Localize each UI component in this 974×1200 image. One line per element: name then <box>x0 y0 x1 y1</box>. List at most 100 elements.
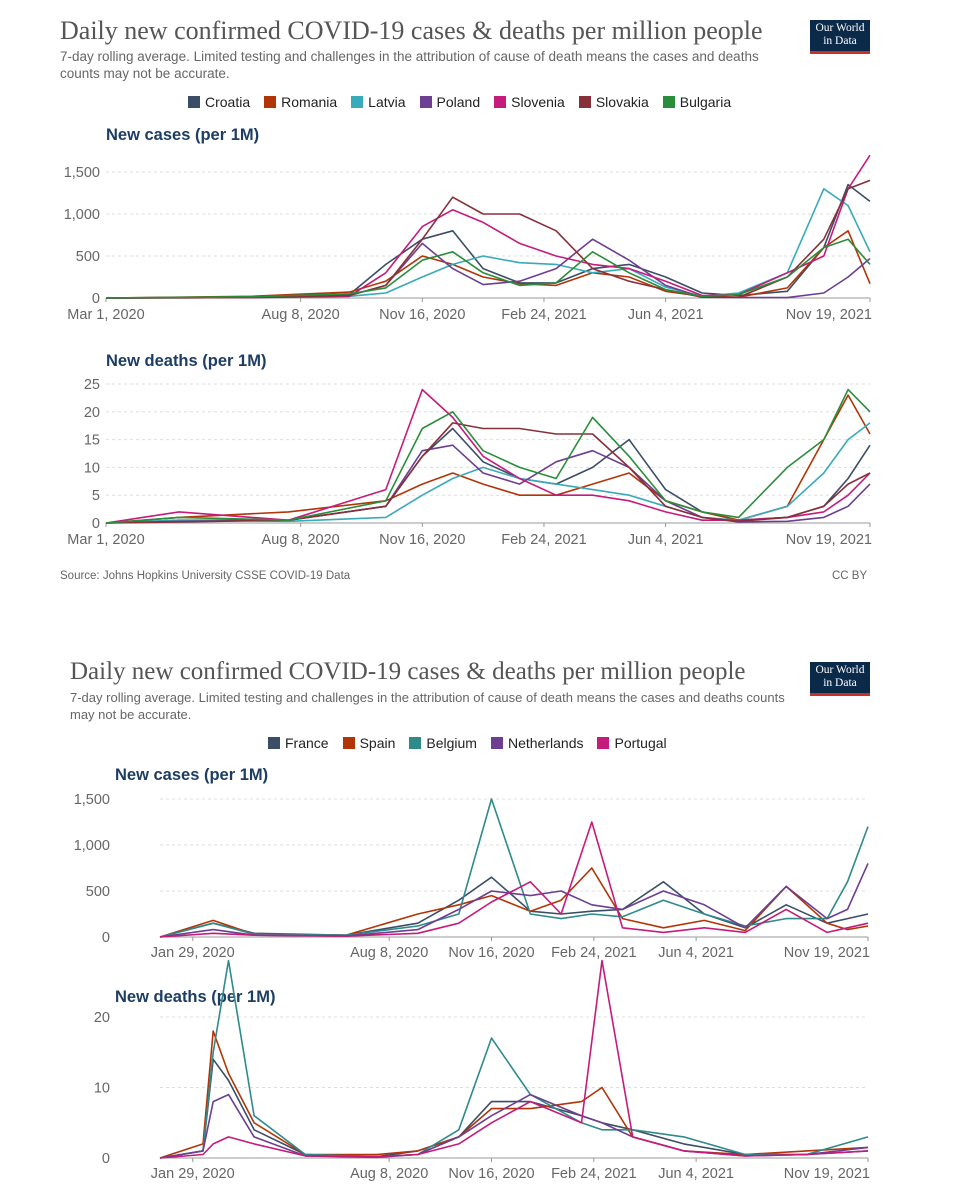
x-tick-label: Feb 24, 2021 <box>551 1166 636 1182</box>
x-tick-label: Mar 1, 2020 <box>67 307 144 323</box>
license-link[interactable]: CC BY <box>832 570 868 582</box>
y-tick-label: 20 <box>94 1010 110 1026</box>
y-tick-label: 25 <box>84 377 100 393</box>
x-tick-label: Nov 19, 2021 <box>786 307 872 323</box>
x-tick-label: Aug 8, 2020 <box>350 1166 428 1182</box>
legend-swatch <box>264 96 277 108</box>
chart-heading: Daily new confirmed COVID-19 cases & dea… <box>70 658 746 685</box>
legend-label: Slovenia <box>511 94 565 110</box>
chart-title: New deaths (per 1M) <box>106 352 266 370</box>
x-tick-label: Jan 29, 2020 <box>151 945 235 961</box>
x-tick-label: Nov 16, 2020 <box>448 945 534 961</box>
y-tick-label: 500 <box>86 884 110 900</box>
legend-item[interactable]: Spain <box>342 735 396 751</box>
legend-item[interactable]: Latvia <box>351 94 406 110</box>
legend-label: Croatia <box>205 94 251 110</box>
y-tick-label: 1,000 <box>64 207 100 223</box>
chart-title: New cases (per 1M) <box>106 126 259 144</box>
x-tick-label: Jun 4, 2021 <box>658 1166 734 1182</box>
cases-chart[interactable]: New cases (per 1M) 0 500 1,000 1,500 Jan 29, … <box>0 640 974 1200</box>
series-line-bulgaria <box>105 238 871 299</box>
legend-label: Portugal <box>614 735 667 751</box>
x-tick-label: Aug 8, 2020 <box>350 945 428 961</box>
legend-item[interactable]: Bulgaria <box>662 94 732 110</box>
legend-swatch <box>490 737 503 749</box>
chart-title: New deaths (per 1M) <box>115 988 275 1006</box>
legend-item[interactable]: Slovenia <box>494 94 565 110</box>
legend-label: Romania <box>281 94 338 110</box>
y-tick-label: 10 <box>94 1081 110 1097</box>
source-note: Source: Johns Hopkins University CSSE CO… <box>60 570 351 582</box>
x-tick-label: Nov 19, 2021 <box>784 945 870 961</box>
cases-chart[interactable]: New cases (per 1M) 0 500 1,000 1,500 Mar 1, 2… <box>0 0 974 600</box>
owid-logo[interactable]: Our World in Data <box>810 20 870 54</box>
legend-label: Spain <box>359 735 396 751</box>
legend-swatch <box>494 96 507 108</box>
legend-item[interactable]: Netherlands <box>490 735 584 751</box>
deaths-chart[interactable]: New deaths (per 1M) 0 10 20 Jan 29, 2020 Aug … <box>0 640 974 1200</box>
y-tick-label: 1,500 <box>74 792 110 808</box>
legend-swatch <box>419 96 432 108</box>
legend-item[interactable]: Portugal <box>597 735 667 751</box>
x-tick-label: Feb 24, 2021 <box>551 945 636 961</box>
legend-item[interactable]: France <box>268 735 329 751</box>
legend-item[interactable]: Belgium <box>409 735 477 751</box>
legend-item[interactable]: Poland <box>419 94 481 110</box>
x-tick-label: Feb 24, 2021 <box>501 307 586 323</box>
series-line-romania <box>105 394 871 524</box>
x-tick-label: Aug 8, 2020 <box>262 532 340 548</box>
x-tick-label: Jan 29, 2020 <box>151 1166 235 1182</box>
y-tick-label: 10 <box>84 460 100 476</box>
legend-swatch <box>188 96 200 108</box>
series-line-croatia <box>105 427 871 524</box>
legend-item[interactable]: Slovakia <box>578 94 649 110</box>
chart-subtitle: 7-day rolling average. Limited testing a… <box>60 49 759 81</box>
x-tick-label: Aug 8, 2020 <box>262 307 340 323</box>
legend-swatch <box>578 96 591 108</box>
x-tick-label: Feb 24, 2021 <box>501 532 586 548</box>
series-line-portugal <box>159 959 869 1159</box>
y-tick-label: 1,000 <box>74 838 110 854</box>
legend-item[interactable]: Croatia <box>188 94 250 110</box>
y-tick-label: 500 <box>76 249 100 265</box>
series-line-slovenia <box>105 388 871 524</box>
legend-swatch <box>597 737 610 749</box>
x-tick-label: Nov 19, 2021 <box>784 1166 870 1182</box>
y-tick-label: 20 <box>84 405 100 421</box>
y-tick-label: 0 <box>102 930 110 946</box>
legend-label: Poland <box>436 94 481 110</box>
x-tick-label: Jun 4, 2021 <box>628 532 704 548</box>
x-tick-label: Nov 19, 2021 <box>786 532 872 548</box>
legend-swatch <box>409 737 422 749</box>
series-line-netherlands <box>159 1093 869 1159</box>
deaths-chart[interactable]: New deaths (per 1M) 0 5 10 15 20 25 Mar 1, 2020… <box>0 0 974 600</box>
series-line-belgium <box>159 798 869 938</box>
legend-swatch <box>351 96 364 108</box>
legend-swatch <box>268 737 280 749</box>
chart-subtitle: 7-day rolling average. Limited testing a… <box>70 690 785 722</box>
legend-swatch <box>342 737 355 749</box>
legend-label: Belgium <box>426 735 477 751</box>
legend-label: France <box>285 735 329 751</box>
series-line-bulgaria <box>105 388 871 524</box>
y-tick-label: 1,500 <box>64 165 100 181</box>
legend-label: Netherlands <box>507 735 584 751</box>
x-tick-label: Jun 4, 2021 <box>628 307 704 323</box>
series-line-romania <box>105 230 871 299</box>
series-line-slovakia <box>105 179 871 299</box>
y-tick-label: 0 <box>102 1151 110 1167</box>
x-tick-label: Nov 16, 2020 <box>379 532 465 548</box>
y-tick-label: 15 <box>84 433 100 449</box>
series-line-portugal <box>159 821 869 938</box>
chart-heading: Daily new confirmed COVID-19 cases & dea… <box>60 16 763 45</box>
legend-swatch <box>662 96 675 108</box>
owid-logo[interactable]: Our World in Data <box>810 662 870 696</box>
x-tick-label: Jun 4, 2021 <box>658 945 734 961</box>
legend-item[interactable]: Romania <box>264 94 337 110</box>
series-line-slovakia <box>105 422 871 524</box>
legend: France Spain Belgium Netherlands Portuga… <box>268 735 667 751</box>
legend-label: Bulgaria <box>679 94 732 110</box>
x-tick-label: Nov 16, 2020 <box>379 307 465 323</box>
legend-label: Slovakia <box>595 94 649 110</box>
chart-panel-central-europe: Daily new confirmed COVID-19 cases & dea… <box>0 0 974 600</box>
